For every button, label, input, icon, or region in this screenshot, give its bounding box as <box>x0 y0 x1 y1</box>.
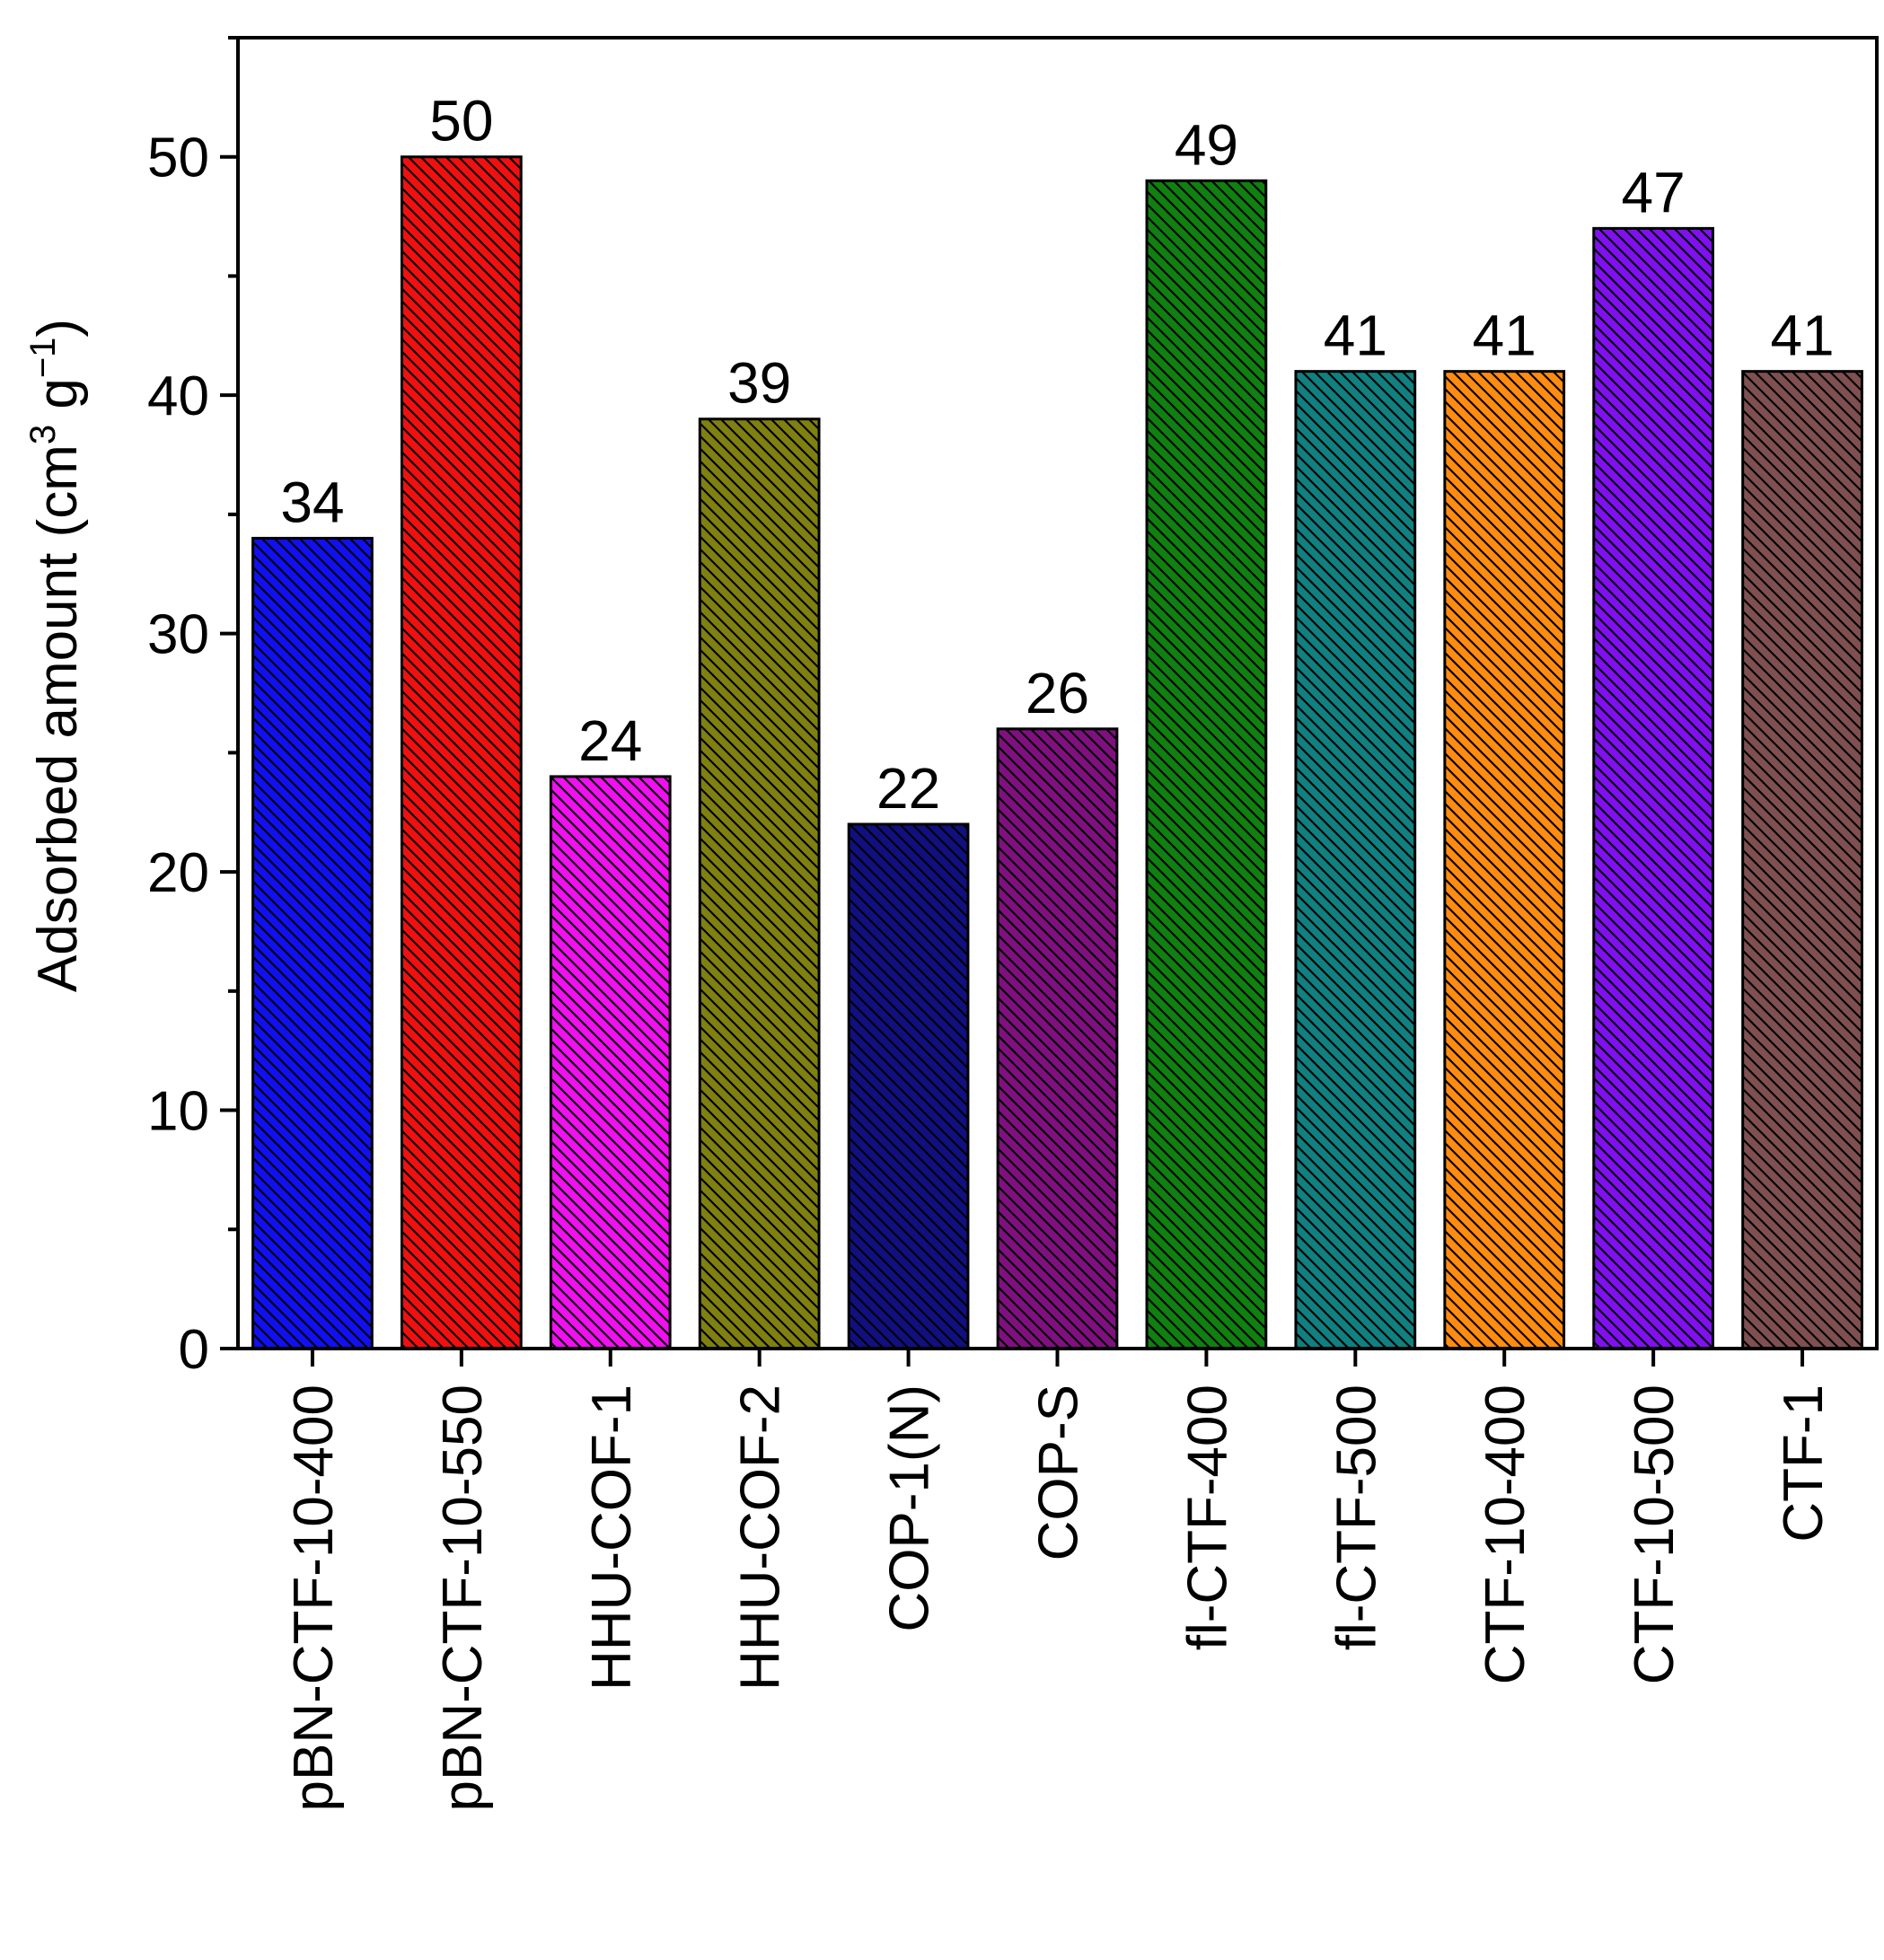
x-tick-label-CTF-10-400: CTF-10-400 <box>1475 1384 1536 1684</box>
x-tick-label-pBN-CTF-10-400: pBN-CTF-10-400 <box>283 1384 345 1811</box>
x-tick-label-COP-S: COP-S <box>1028 1384 1090 1560</box>
data-label-HHU-COF-1: 24 <box>578 708 642 773</box>
y-tick-label-50: 50 <box>147 127 209 189</box>
bar-CTF-1 <box>1741 370 1863 1350</box>
y-tick-label-0: 0 <box>179 1319 209 1381</box>
data-label-fl-CTF-400: 49 <box>1175 112 1238 177</box>
data-label-CTF-10-400: 41 <box>1473 303 1536 368</box>
x-tick-label-fl-CTF-400: fl-CTF-400 <box>1176 1384 1238 1650</box>
x-tick-label-CTF-1: CTF-1 <box>1773 1384 1835 1543</box>
y-tick-label-40: 40 <box>147 365 209 427</box>
data-label-HHU-COF-2: 39 <box>727 351 791 416</box>
bar-pBN-CTF-10-400 <box>251 536 374 1350</box>
x-tick-label-HHU-COF-1: HHU-COF-1 <box>581 1384 643 1691</box>
bar-HHU-COF-1 <box>549 775 672 1350</box>
x-axis: pBN-CTF-10-400 pBN-CTF-10-550 HHU-COF-1 HHU… <box>283 1349 1835 1811</box>
data-labels: 34 50 24 39 22 26 49 41 41 47 41 <box>280 89 1834 821</box>
bars-layer <box>251 155 1863 1350</box>
bar-HHU-COF-2 <box>698 417 821 1350</box>
bar-CTF-10-500 <box>1592 226 1714 1350</box>
bar-CTF-10-400 <box>1443 370 1566 1350</box>
bar-fl-CTF-400 <box>1145 179 1268 1350</box>
y-tick-label-20: 20 <box>147 842 209 904</box>
x-tick-label-CTF-10-500: CTF-10-500 <box>1624 1384 1686 1684</box>
data-label-COP-S: 26 <box>1026 661 1089 725</box>
y-tick-label-30: 30 <box>147 604 209 666</box>
x-tick-label-pBN-CTF-10-550: pBN-CTF-10-550 <box>432 1384 494 1811</box>
bar-pBN-CTF-10-550 <box>401 155 523 1350</box>
x-tick-label-fl-CTF-500: fl-CTF-500 <box>1325 1384 1387 1650</box>
data-label-CTF-10-500: 47 <box>1622 160 1686 224</box>
bar-COP-1(N) <box>847 822 970 1350</box>
bar-COP-S <box>996 727 1119 1350</box>
y-axis-title: Adsorbed amount (cm3 g−1) <box>23 319 89 992</box>
y-axis: 0 10 20 30 40 50 <box>147 36 238 1381</box>
y-tick-label-10: 10 <box>147 1081 209 1143</box>
data-label-pBN-CTF-10-550: 50 <box>429 89 493 154</box>
x-tick-label-COP-1(N): COP-1(N) <box>879 1384 941 1632</box>
bar-fl-CTF-500 <box>1294 370 1417 1350</box>
data-label-CTF-1: 41 <box>1770 303 1834 368</box>
data-label-fl-CTF-500: 41 <box>1324 303 1387 368</box>
x-tick-label-HHU-COF-2: HHU-COF-2 <box>730 1384 792 1691</box>
data-label-COP-1(N): 22 <box>876 756 940 821</box>
data-label-pBN-CTF-10-400: 34 <box>280 470 344 534</box>
